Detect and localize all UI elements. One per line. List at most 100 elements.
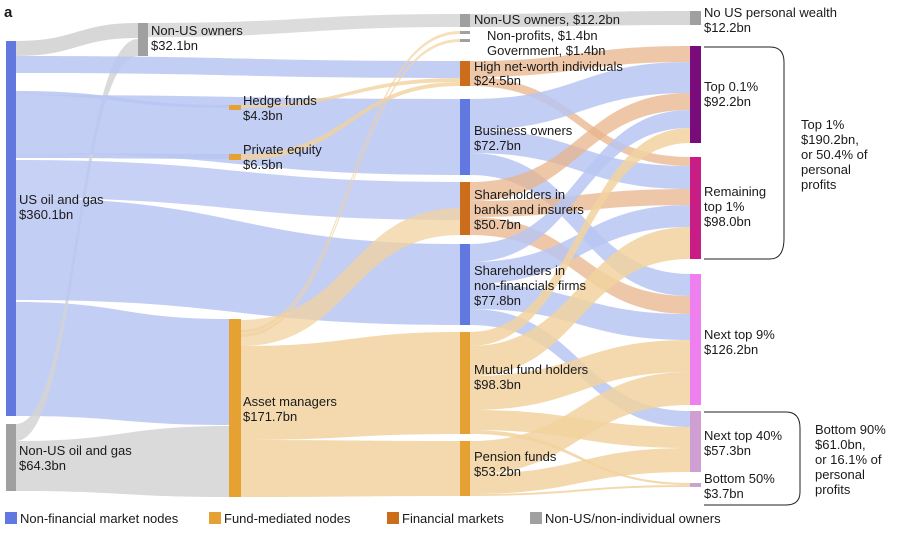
label-pension-funds-value: $53.2bn <box>474 464 521 479</box>
label-bottom50-value: $3.7bn <box>704 486 744 501</box>
flow-business-to-remaining[interactable] <box>470 130 690 189</box>
label-non-us-oil-gas-name: Non-US oil and gas <box>19 443 132 458</box>
label-business-owners-name: Business owners <box>474 123 573 138</box>
label-us-oil-gas-value: $360.1bn <box>19 207 73 222</box>
label-mutual-fund-value: $98.3bn <box>474 377 521 392</box>
flow-pf-to-next9[interactable] <box>470 372 690 474</box>
node-next-top9[interactable] <box>690 274 701 405</box>
legend-swatch-fund-mediated <box>209 512 221 524</box>
label-no-us-wealth-name: No US personal wealth <box>704 5 837 20</box>
flow-owners-to-nonus-owners[interactable] <box>148 14 460 37</box>
flow-banks-to-top01[interactable] <box>470 93 690 201</box>
flow-pf-to-bottom50[interactable] <box>470 485 690 496</box>
label-next-top9-value: $126.2bn <box>704 342 758 357</box>
label-top01-name: Top 0.1% <box>704 79 759 94</box>
label-mutual-fund-name: Mutual fund holders <box>474 362 589 377</box>
node-hnwi[interactable] <box>460 61 470 86</box>
label-remaining-top1-value: $98.0bn <box>704 214 751 229</box>
node-us-oil-gas[interactable] <box>6 41 16 416</box>
flow-am-to-shareholders-banks[interactable] <box>241 208 460 346</box>
node-bottom50[interactable] <box>690 483 701 487</box>
node-asset-managers[interactable] <box>229 319 241 497</box>
node-pension-funds[interactable] <box>460 441 470 496</box>
flow-hedge-to-hnwi[interactable] <box>241 78 460 108</box>
flow-us-to-hnwi[interactable] <box>16 56 460 78</box>
node-government[interactable] <box>460 39 470 42</box>
top1-bracket-line1: Top 1% <box>801 117 845 132</box>
flow-nonus-to-no-us-wealth[interactable] <box>470 11 690 27</box>
flow-hnwi-to-remaining[interactable] <box>470 77 690 166</box>
label-pension-funds-name: Pension funds <box>474 449 557 464</box>
label-shareholders-nonfin-line1: Shareholders in <box>474 263 565 278</box>
label-shareholders-nonfin-value: $77.8bn <box>474 293 521 308</box>
label-shareholders-banks-value: $50.7bn <box>474 217 521 232</box>
flow-nonus-to-asset-managers[interactable] <box>16 426 229 497</box>
label-top01-value: $92.2bn <box>704 94 751 109</box>
flow-am-to-pension-funds[interactable] <box>241 440 460 497</box>
flow-us-to-nonus-owners[interactable] <box>16 23 138 56</box>
flow-am-to-government[interactable] <box>241 39 460 337</box>
top1-bracket-line3: or 50.4% of <box>801 147 868 162</box>
flow-us-to-asset-managers[interactable] <box>16 302 229 425</box>
label-shareholders-nonfin-line2: non-financials firms <box>474 278 586 293</box>
node-non-us-owners-1[interactable] <box>138 23 148 56</box>
label-private-equity-name: Private equity <box>243 142 322 157</box>
legend-label-non-financial: Non-financial market nodes <box>20 511 179 526</box>
label-non-profits: Non-profits, $1.4bn <box>487 28 598 43</box>
flow-us-to-business-owners[interactable] <box>16 95 460 175</box>
flow-nonfin-to-top01[interactable] <box>470 110 690 262</box>
label-asset-managers-value: $171.7bn <box>243 409 297 424</box>
legend-label-non-us: Non-US/non-individual owners <box>545 511 721 526</box>
node-top01[interactable] <box>690 46 701 143</box>
flow-am-to-nonprofits[interactable] <box>241 31 460 333</box>
flow-us-to-shareholders-nonfin[interactable] <box>16 198 460 325</box>
label-hnwi-name: High net-worth individuals <box>474 59 623 74</box>
flow-mf-to-top01[interactable] <box>470 128 690 346</box>
label-shareholders-banks-line2: banks and insurers <box>474 202 584 217</box>
bottom90-bracket-line1: Bottom 90% <box>815 422 886 437</box>
flow-business-to-next9[interactable] <box>470 153 690 296</box>
node-layer <box>6 11 701 497</box>
legend-swatch-non-financial <box>5 512 17 524</box>
node-next-top40[interactable] <box>690 411 701 472</box>
top1-bracket-line2: $190.2bn, <box>801 132 859 147</box>
bottom90-bracket-line3: or 16.1% of <box>815 452 882 467</box>
flow-pf-to-next40[interactable] <box>470 448 690 494</box>
label-us-oil-gas-name: US oil and gas <box>19 192 104 207</box>
top1-bracket <box>704 46 785 260</box>
node-shareholders-banks[interactable] <box>460 182 470 235</box>
node-shareholders-nonfin[interactable] <box>460 244 470 325</box>
top1-bracket-line5: profits <box>801 177 837 192</box>
node-private-equity[interactable] <box>229 154 241 160</box>
flow-mf-to-next9[interactable] <box>470 340 690 410</box>
label-next-top40-value: $57.3bn <box>704 443 751 458</box>
label-no-us-wealth-value: $12.2bn <box>704 20 751 35</box>
node-non-profits[interactable] <box>460 31 470 34</box>
panel-letter: a <box>4 4 13 21</box>
flow-am-to-mutual-fund[interactable] <box>241 332 460 440</box>
label-hedge-funds-value: $4.3bn <box>243 108 283 123</box>
flow-us-to-shareholders-banks[interactable] <box>16 160 460 220</box>
node-remaining-top1[interactable] <box>690 157 701 259</box>
flow-business-to-top01[interactable] <box>470 62 690 130</box>
flow-hnwi-to-top01[interactable] <box>470 46 690 77</box>
node-hedge-funds[interactable] <box>229 105 241 110</box>
node-business-owners[interactable] <box>460 99 470 175</box>
label-remaining-top1-line2: top 1% <box>704 199 745 214</box>
node-non-us-oil-gas[interactable] <box>6 424 16 491</box>
label-non-us-owners-1-name: Non-US owners <box>151 23 243 38</box>
label-non-us-owners-3: Non-US owners, $12.2bn <box>474 12 620 27</box>
flow-mf-to-bottom50[interactable] <box>470 430 690 485</box>
label-remaining-top1-line1: Remaining <box>704 184 766 199</box>
flow-mf-to-remaining[interactable] <box>470 227 690 376</box>
node-non-us-owners-3[interactable] <box>460 14 470 27</box>
flow-banks-to-remaining[interactable] <box>470 189 690 217</box>
flow-pe-to-hnwi[interactable] <box>241 82 460 160</box>
label-next-top40-name: Next top 40% <box>704 428 782 443</box>
label-layer: US oil and gas $360.1bn Non-US oil and g… <box>19 5 886 501</box>
node-mutual-fund[interactable] <box>460 332 470 434</box>
node-no-us-wealth[interactable] <box>690 11 701 25</box>
label-next-top9-name: Next top 9% <box>704 327 775 342</box>
label-bottom50-name: Bottom 50% <box>704 471 775 486</box>
